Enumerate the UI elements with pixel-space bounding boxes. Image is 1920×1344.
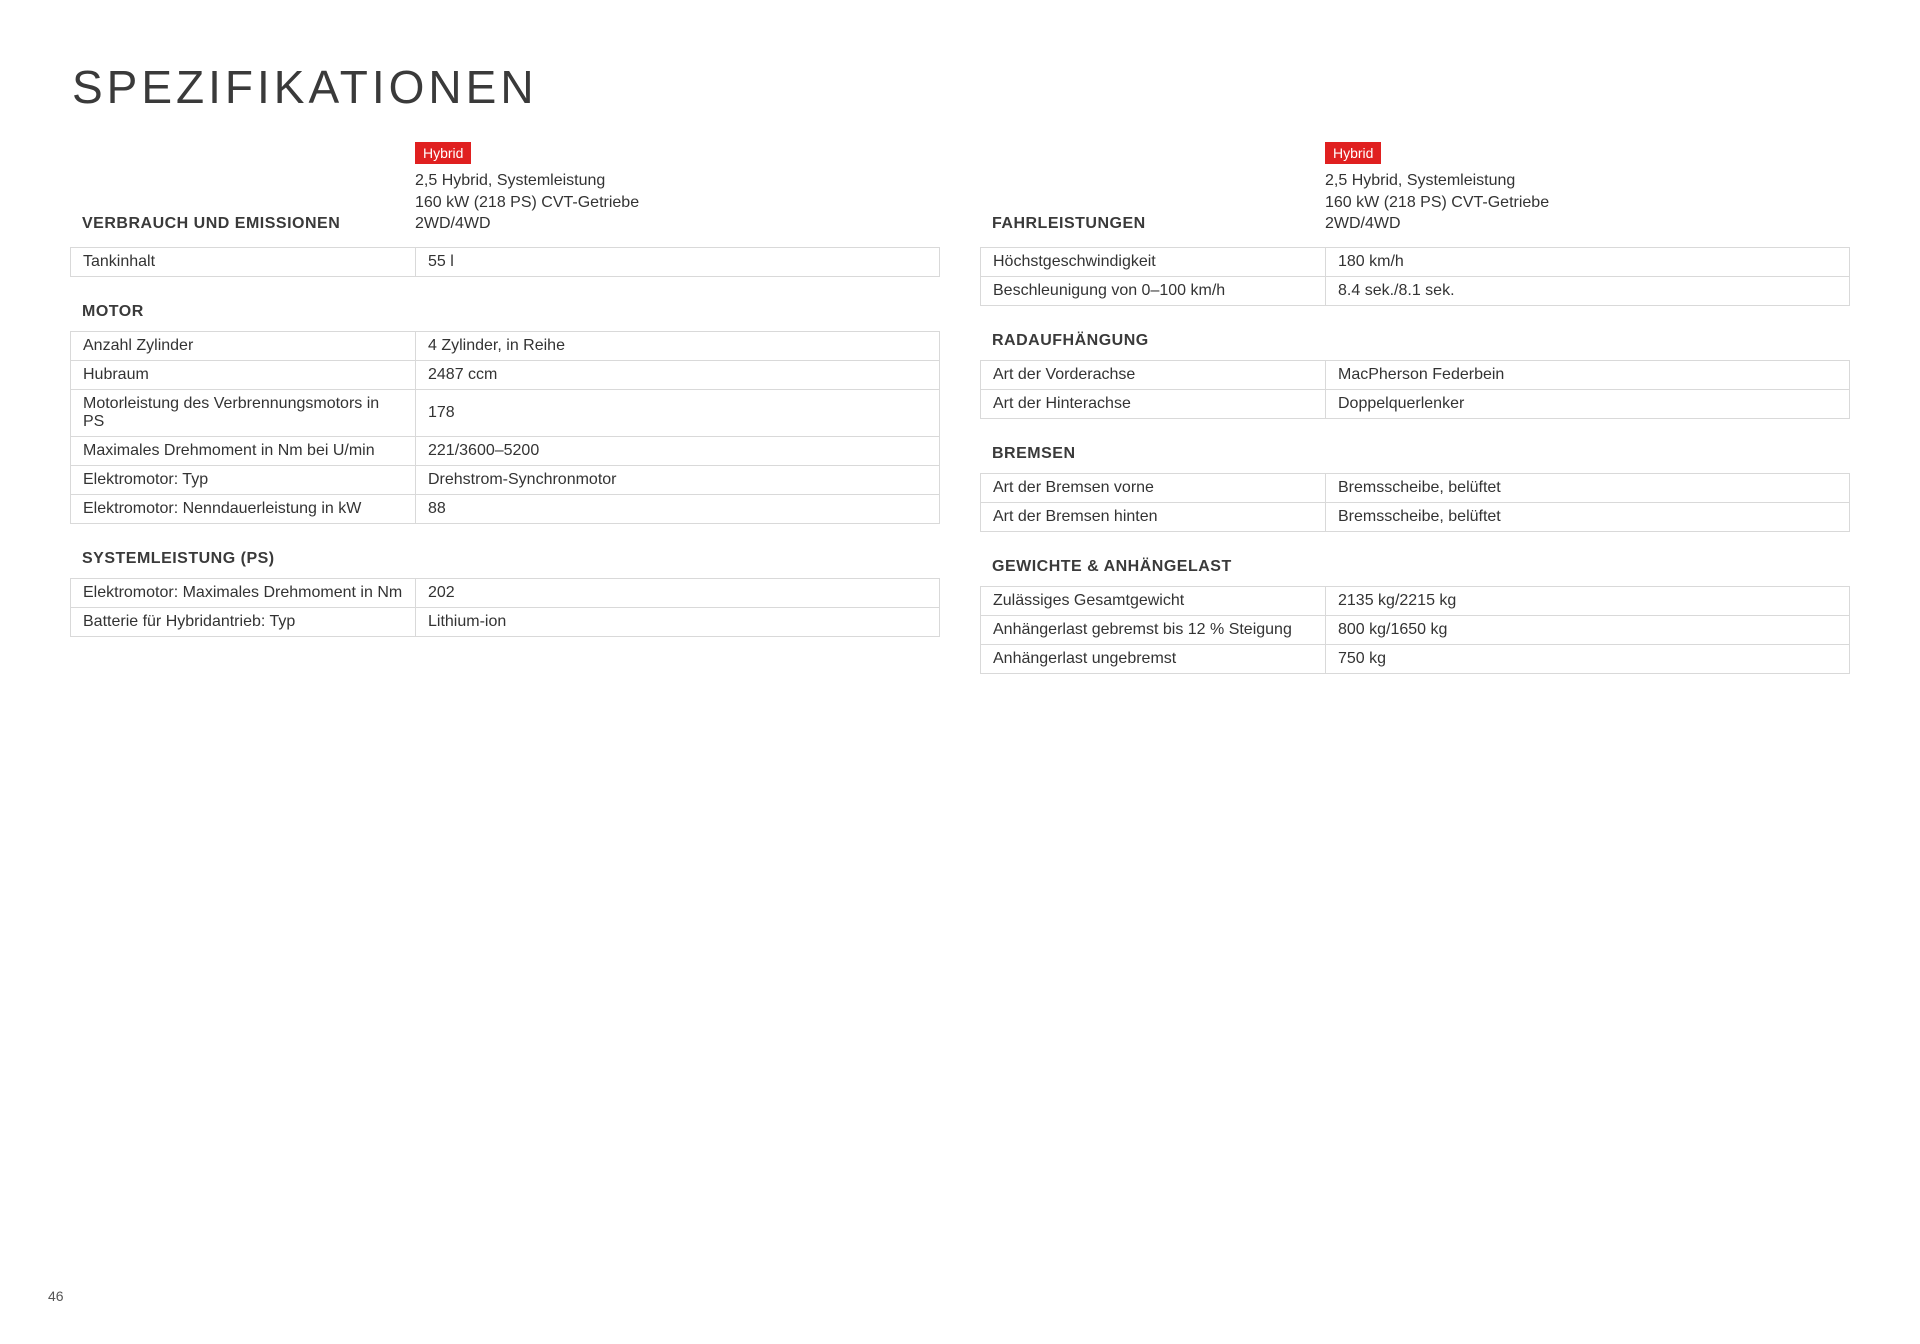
page-title: SPEZIFIKATIONEN <box>72 60 1850 114</box>
section-title-fahrleistungen: FAHRLEISTUNGEN <box>980 215 1325 239</box>
table-row: Anzahl Zylinder4 Zylinder, in Reihe <box>71 331 940 360</box>
spec-label: Elektromotor: Typ <box>71 465 416 494</box>
table-row: Elektromotor: TypDrehstrom-Synchronmotor <box>71 465 940 494</box>
spec-label: Art der Bremsen hinten <box>981 502 1326 531</box>
spec-label: Anzahl Zylinder <box>71 331 416 360</box>
spec-label: Art der Vorderachse <box>981 360 1326 389</box>
spec-label: Zulässiges Gesamtgewicht <box>981 586 1326 615</box>
spec-value: 178 <box>416 389 940 436</box>
table-verbrauch: Tankinhalt55 l <box>70 247 940 277</box>
table-motor: Anzahl Zylinder4 Zylinder, in ReiheHubra… <box>70 331 940 524</box>
variant-description: 2,5 Hybrid, Systemleistung 160 kW (218 P… <box>1325 170 1850 239</box>
table-row: Elektromotor: Maximales Drehmoment in Nm… <box>71 578 940 607</box>
table-row: Elektromotor: Nenndauerleistung in kW88 <box>71 494 940 523</box>
right-column: FAHRLEISTUNGEN Hybrid 2,5 Hybrid, System… <box>980 142 1850 700</box>
spec-value: 221/3600–5200 <box>416 436 940 465</box>
spec-value: 8.4 sek./8.1 sek. <box>1326 276 1850 305</box>
spec-label: Batterie für Hybridantrieb: Typ <box>71 607 416 636</box>
spec-label: Höchstgeschwindigkeit <box>981 247 1326 276</box>
section-title-motor: MOTOR <box>70 303 940 321</box>
section-verbrauch: VERBRAUCH UND EMISSIONEN Hybrid 2,5 Hybr… <box>70 142 940 277</box>
spec-value: Drehstrom-Synchronmotor <box>416 465 940 494</box>
hybrid-badge: Hybrid <box>1325 142 1381 164</box>
variant-description: 2,5 Hybrid, Systemleistung 160 kW (218 P… <box>415 170 940 239</box>
variant-block-left: Hybrid 2,5 Hybrid, Systemleistung 160 kW… <box>415 142 940 239</box>
spec-label: Elektromotor: Maximales Drehmoment in Nm <box>71 578 416 607</box>
section-title-radaufhaengung: RADAUFHÄNGUNG <box>980 332 1850 350</box>
table-row: Beschleunigung von 0–100 km/h8.4 sek./8.… <box>981 276 1850 305</box>
table-row: Batterie für Hybridantrieb: TypLithium-i… <box>71 607 940 636</box>
spec-value: Lithium-ion <box>416 607 940 636</box>
hybrid-badge: Hybrid <box>415 142 471 164</box>
table-row: Motorleistung des Verbrennungsmotors in … <box>71 389 940 436</box>
spec-value: MacPherson Federbein <box>1326 360 1850 389</box>
table-row: Höchstgeschwindigkeit180 km/h <box>981 247 1850 276</box>
spec-value: 180 km/h <box>1326 247 1850 276</box>
spec-value: 2135 kg/2215 kg <box>1326 586 1850 615</box>
content-columns: VERBRAUCH UND EMISSIONEN Hybrid 2,5 Hybr… <box>70 142 1850 700</box>
section-title-gewichte: GEWICHTE & ANHÄNGELAST <box>980 558 1850 576</box>
table-row: Maximales Drehmoment in Nm bei U/min221/… <box>71 436 940 465</box>
section-system: SYSTEMLEISTUNG (PS) Elektromotor: Maxima… <box>70 550 940 637</box>
spec-value: 2487 ccm <box>416 360 940 389</box>
variant-block-right: Hybrid 2,5 Hybrid, Systemleistung 160 kW… <box>1325 142 1850 239</box>
left-column: VERBRAUCH UND EMISSIONEN Hybrid 2,5 Hybr… <box>70 142 940 700</box>
section-bremsen: BREMSEN Art der Bremsen vorneBremsscheib… <box>980 445 1850 532</box>
spec-value: Doppelquerlenker <box>1326 389 1850 418</box>
spec-value: 4 Zylinder, in Reihe <box>416 331 940 360</box>
table-row: Hubraum2487 ccm <box>71 360 940 389</box>
section-motor: MOTOR Anzahl Zylinder4 Zylinder, in Reih… <box>70 303 940 524</box>
table-gewichte: Zulässiges Gesamtgewicht2135 kg/2215 kgA… <box>980 586 1850 674</box>
spec-label: Motorleistung des Verbrennungsmotors in … <box>71 389 416 436</box>
spec-value: 750 kg <box>1326 644 1850 673</box>
spec-value: 88 <box>416 494 940 523</box>
spec-label: Anhängerlast gebremst bis 12 % Steigung <box>981 615 1326 644</box>
spec-label: Anhängerlast ungebremst <box>981 644 1326 673</box>
page-number: 46 <box>48 1288 64 1304</box>
spec-label: Tankinhalt <box>71 247 416 276</box>
spec-label: Elektromotor: Nenndauerleistung in kW <box>71 494 416 523</box>
spec-value: Bremsscheibe, belüftet <box>1326 502 1850 531</box>
section-fahrleistungen: FAHRLEISTUNGEN Hybrid 2,5 Hybrid, System… <box>980 142 1850 306</box>
table-row: Anhängerlast gebremst bis 12 % Steigung8… <box>981 615 1850 644</box>
section-header-row: FAHRLEISTUNGEN Hybrid 2,5 Hybrid, System… <box>980 142 1850 239</box>
spec-label: Beschleunigung von 0–100 km/h <box>981 276 1326 305</box>
table-row: Art der Bremsen hintenBremsscheibe, belü… <box>981 502 1850 531</box>
table-radaufhaengung: Art der VorderachseMacPherson FederbeinA… <box>980 360 1850 419</box>
spec-value: 55 l <box>416 247 940 276</box>
section-title-system: SYSTEMLEISTUNG (PS) <box>70 550 940 568</box>
section-gewichte: GEWICHTE & ANHÄNGELAST Zulässiges Gesamt… <box>980 558 1850 674</box>
spec-label: Art der Bremsen vorne <box>981 473 1326 502</box>
table-bremsen: Art der Bremsen vorneBremsscheibe, belüf… <box>980 473 1850 532</box>
section-radaufhaengung: RADAUFHÄNGUNG Art der VorderachseMacPher… <box>980 332 1850 419</box>
table-row: Tankinhalt55 l <box>71 247 940 276</box>
table-fahrleistungen: Höchstgeschwindigkeit180 km/hBeschleunig… <box>980 247 1850 306</box>
spec-label: Hubraum <box>71 360 416 389</box>
spec-label: Art der Hinterachse <box>981 389 1326 418</box>
table-system: Elektromotor: Maximales Drehmoment in Nm… <box>70 578 940 637</box>
table-row: Anhängerlast ungebremst750 kg <box>981 644 1850 673</box>
spec-value: Bremsscheibe, belüftet <box>1326 473 1850 502</box>
table-row: Art der HinterachseDoppelquerlenker <box>981 389 1850 418</box>
spec-value: 800 kg/1650 kg <box>1326 615 1850 644</box>
table-row: Art der Bremsen vorneBremsscheibe, belüf… <box>981 473 1850 502</box>
section-title-verbrauch: VERBRAUCH UND EMISSIONEN <box>70 215 415 239</box>
spec-value: 202 <box>416 578 940 607</box>
table-row: Art der VorderachseMacPherson Federbein <box>981 360 1850 389</box>
section-header-row: VERBRAUCH UND EMISSIONEN Hybrid 2,5 Hybr… <box>70 142 940 239</box>
table-row: Zulässiges Gesamtgewicht2135 kg/2215 kg <box>981 586 1850 615</box>
spec-label: Maximales Drehmoment in Nm bei U/min <box>71 436 416 465</box>
section-title-bremsen: BREMSEN <box>980 445 1850 463</box>
